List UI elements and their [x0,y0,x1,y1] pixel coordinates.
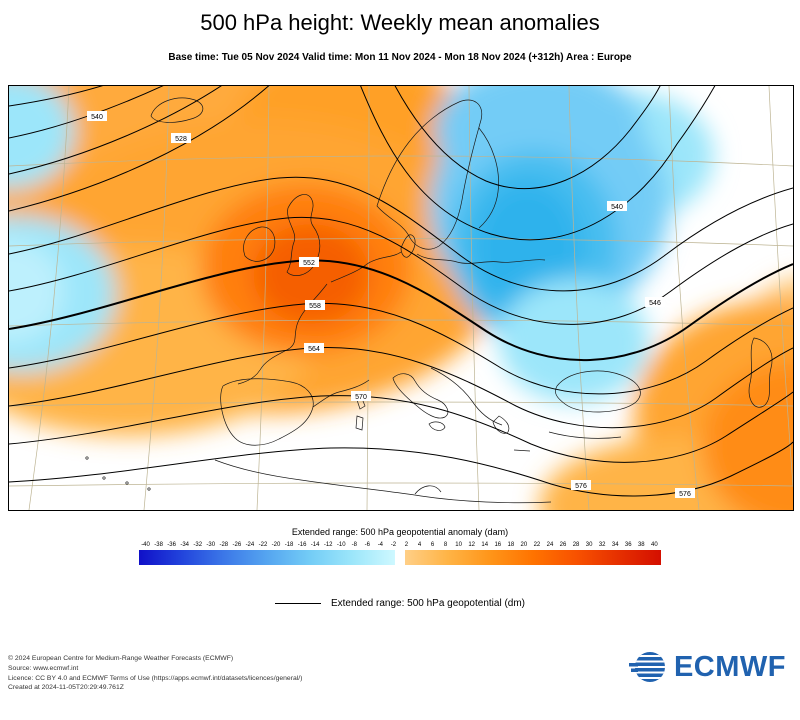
colorbar-tick: 28 [572,542,580,548]
colorbar-tick: 34 [611,542,619,548]
svg-text:552: 552 [303,260,315,267]
svg-text:576: 576 [679,491,691,498]
colorbar-tick: -12 [323,542,333,548]
colorbar-tick: -24 [245,542,255,548]
ecmwf-brand: ECMWF [628,650,786,684]
footer-created-at: Created at 2024-11-05T20:29:49.761Z [8,684,124,692]
colorbar-tick: -28 [219,542,229,548]
colorbar-tick: 12 [468,542,476,548]
colorbar-ticks: -40 -38 -36 -34 -32 -30 -28 -26 -24 -22 -20 -18 -16-… [139,541,661,549]
ecmwf-logo-icon [628,652,665,682]
colorbar-tick: -20 [271,542,281,548]
contour-label: 528 [171,133,191,143]
colorbar-tick: 4 [417,542,422,548]
svg-text:570: 570 [355,394,367,401]
colorbar-tick: -40 [141,542,150,548]
contour-label: 576 [675,488,695,498]
svg-text:540: 540 [91,114,103,121]
colorbar-tick: 18 [507,542,515,548]
contour-label: 540 [607,201,627,211]
svg-text:546: 546 [649,300,661,307]
colorbar-tick: 30 [585,542,593,548]
svg-text:558: 558 [309,303,321,310]
colorbar-tick: 40 [651,542,658,548]
contour-label: 540 [87,111,107,121]
coastlines [85,97,773,504]
colorbar-tick: -22 [258,542,268,548]
page-title: 500 hPa height: Weekly mean anomalies [200,10,600,35]
colorbar-tick: 10 [455,542,462,548]
contour-label: 546 [645,297,665,307]
contour-label: 576 [571,480,591,490]
colorbar-tick: -18 [284,542,294,548]
colorbar-gap [395,550,405,565]
contour-label: 570 [351,391,371,401]
colorbar-tick: -6 [364,542,370,548]
svg-text:564: 564 [308,346,320,353]
colorbar-tick: 22 [533,542,541,548]
colorbar-tick: 14 [481,542,489,548]
contour-label: 552 [299,257,319,267]
colorbar-tick: 16 [494,542,502,548]
colorbar-tick: -38 [154,542,163,548]
colorbar-bars [139,550,661,565]
colorbar-tick: 32 [598,542,606,548]
contour-line-sample [274,603,321,604]
contour-label: 558 [305,300,325,310]
contour-label: 564 [304,343,324,353]
svg-text:540: 540 [611,204,623,211]
line-legend-label: Extended range: 500 hPa geopotential (dm… [330,598,526,609]
contour-lines [9,86,793,497]
colorbar-tick: 24 [546,542,554,548]
map-frame: 540 528 540 546 552 558 564 570 576 [8,85,794,511]
colorbar-tick: -8 [351,542,357,548]
colorbar-tick: -10 [336,542,346,548]
colorbar-tick: 6 [430,542,435,548]
colorbar-tick: -14 [310,542,320,548]
footer-licence: Licence: CC BY 4.0 and ECMWF Terms of Us… [8,674,303,682]
graticule [9,86,793,510]
colorbar-tick: -2 [390,542,397,548]
colorbar-tick: 36 [624,542,632,548]
colorbar-tick: -34 [180,542,189,548]
footer-source: Source: www.ecmwf.int [8,664,79,672]
anomaly-map: 540 528 540 546 552 558 564 570 576 [9,86,793,510]
colorbar-tick: 38 [637,542,645,548]
colorbar-tick: -26 [232,542,242,548]
colorbar-legend: Extended range: 500 hPa geopotential ano… [0,527,800,565]
colorbar-tick: 2 [404,542,409,548]
colorbar-positive [405,550,661,565]
ecmwf-logo-text: ECMWF [673,650,786,683]
chart-subtitle: Base time: Tue 05 Nov 2024 Valid time: M… [168,52,632,63]
colorbar-tick: 8 [443,542,448,548]
footer: © 2024 European Centre for Medium-Range … [8,654,302,693]
colorbar-tick: 26 [559,542,567,548]
svg-text:528: 528 [175,136,187,143]
colorbar-tick: -4 [377,542,384,548]
colorbar-tick: -36 [167,542,176,548]
svg-text:576: 576 [575,483,587,490]
colorbar-tick: 20 [520,542,528,548]
colorbar-tick: -16 [297,542,307,548]
colorbar: -40 -38 -36 -34 -32 -30 -28 -26 -24 -22 -20 -18 -16-… [139,541,661,565]
colorbar-tick: -30 [206,542,216,548]
footer-copyright: © 2024 European Centre for Medium-Range … [8,655,234,662]
colorbar-label: Extended range: 500 hPa geopotential ano… [291,527,509,537]
colorbar-tick: -32 [193,542,203,548]
line-legend: Extended range: 500 hPa geopotential (dm… [0,598,800,609]
colorbar-negative [139,550,395,565]
